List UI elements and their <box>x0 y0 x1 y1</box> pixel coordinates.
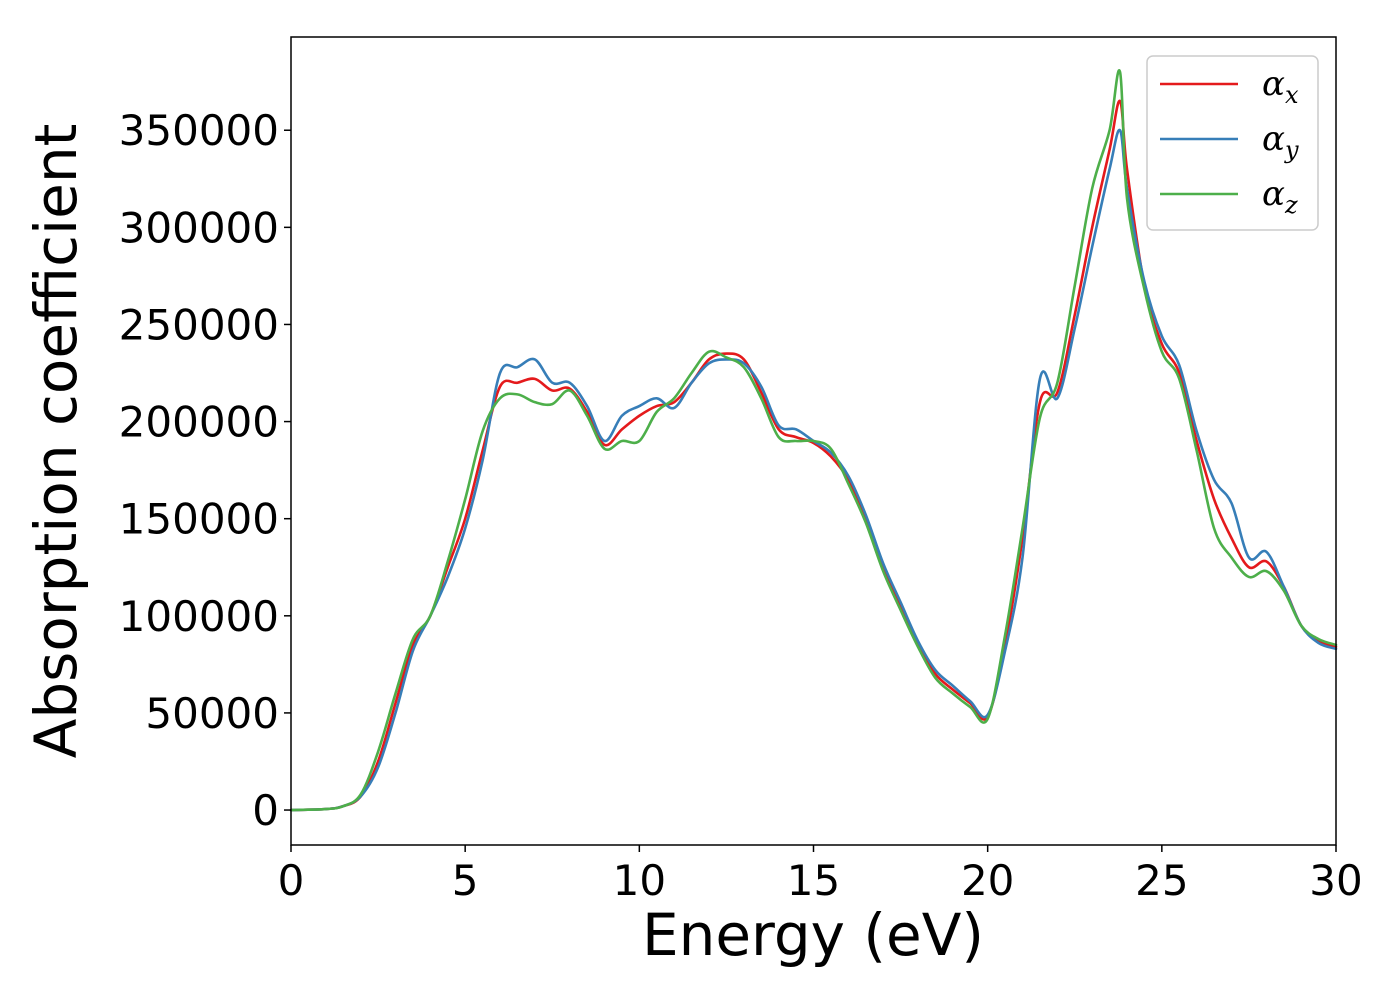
x-tick-label: 20 <box>961 856 1014 905</box>
y-tick-label: 0 <box>252 786 279 835</box>
x-axis: 0 5 10 15 20 25 30 <box>278 845 1363 905</box>
x-tick-label: 30 <box>1309 856 1362 905</box>
series-layer <box>289 69 1338 812</box>
y-axis: 0 50000 100000 150000 200000 250000 300000 3500… <box>119 106 291 835</box>
y-tick-label: 350000 <box>119 106 279 155</box>
y-tick-label: 100000 <box>119 592 279 641</box>
x-tick-label: 5 <box>452 856 479 905</box>
x-tick-label: 25 <box>1135 856 1188 905</box>
x-tick-label: 15 <box>787 856 840 905</box>
y-tick-label: 200000 <box>119 398 279 447</box>
y-tick-label: 250000 <box>119 300 279 349</box>
legend-frame <box>1146 55 1319 231</box>
series-line-alpha-y <box>289 128 1338 812</box>
y-tick-label: 150000 <box>119 495 279 544</box>
series-line-alpha-z <box>289 69 1338 812</box>
y-axis-title: Absorption coefficient <box>22 124 90 759</box>
x-axis-title: Energy (eV) <box>642 901 984 969</box>
y-tick-label: 300000 <box>119 203 279 252</box>
x-tick-label: 0 <box>278 856 305 905</box>
y-tick-label: 50000 <box>145 689 279 738</box>
legend-label-alpha-y: αy <box>1262 119 1299 164</box>
x-tick-label: 10 <box>613 856 666 905</box>
